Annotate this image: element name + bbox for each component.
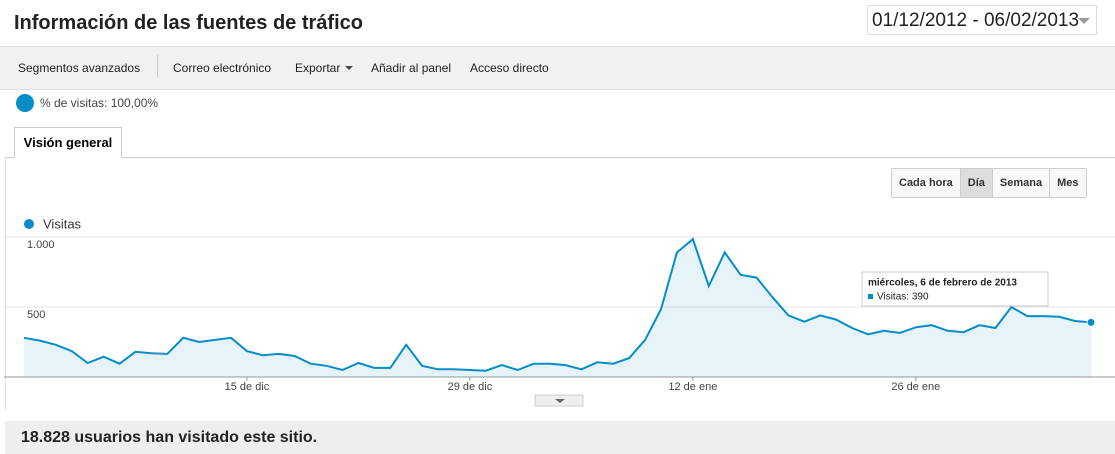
segment: % de visitas: 100,00% bbox=[16, 94, 158, 112]
toolbar: Segmentos avanzados Correo electrónico E… bbox=[0, 46, 1115, 90]
toolbar-item[interactable]: Correo electrónico bbox=[173, 61, 272, 75]
legend-label: Visitas bbox=[43, 216, 82, 231]
tooltip-title: miércoles, 6 de febrero de 2013 bbox=[868, 278, 1017, 289]
button[interactable]: Cada hora bbox=[892, 169, 960, 197]
tooltip: miércoles, 6 de febrero de 2013 Visitas: … bbox=[861, 271, 1049, 307]
legend-marker bbox=[24, 219, 34, 229]
y-tick-label: 1.000 bbox=[27, 239, 55, 251]
x-tick-label: 15 de dic bbox=[225, 381, 270, 393]
x-tick-label: 26 de ene bbox=[891, 381, 940, 393]
date-range[interactable]: 01/12/2012 - 06/02/2013 bbox=[867, 5, 1097, 35]
handle-arrow bbox=[555, 399, 565, 403]
button[interactable]: Semana bbox=[991, 169, 1050, 197]
chart: Visitas 500 1.000 15 de dic 29 de dic 12 de … bbox=[4, 216, 1115, 407]
segment-label: % de visitas: 100,00% bbox=[40, 96, 159, 110]
chart-panel bbox=[5, 157, 1115, 410]
tab[interactable]: Visión general bbox=[14, 127, 122, 158]
segment-icon bbox=[16, 94, 34, 112]
divider bbox=[157, 55, 158, 77]
button[interactable]: Día bbox=[959, 169, 992, 197]
x-tick-label: 12 de ene bbox=[668, 381, 717, 393]
page-title: Información de las fuentes de tráfico bbox=[14, 12, 363, 34]
area bbox=[24, 239, 1091, 377]
toolbar-item[interactable]: Acceso directo bbox=[470, 61, 549, 75]
button[interactable]: Mes bbox=[1049, 169, 1086, 197]
toolbar-item[interactable]: Añadir al panel bbox=[371, 61, 452, 75]
tooltip-box bbox=[861, 271, 1049, 307]
tooltip-marker bbox=[868, 294, 873, 299]
x-tick-label: 29 de dic bbox=[448, 381, 493, 393]
granularity-buttons: Cada hora Día Semana Mes bbox=[891, 168, 1087, 198]
tooltip-text: Visitas: 390 bbox=[877, 292, 929, 303]
dropdown-arrow bbox=[345, 66, 353, 74]
summary: 18.828 usuarios han visitado este sitio. bbox=[5, 421, 1115, 454]
toolbar-item[interactable]: Segmentos avanzados bbox=[18, 61, 141, 75]
point bbox=[1086, 317, 1096, 327]
y-tick-label: 500 bbox=[27, 309, 45, 321]
line bbox=[23, 237, 1092, 372]
toolbar-item[interactable]: Exportar bbox=[295, 61, 341, 75]
